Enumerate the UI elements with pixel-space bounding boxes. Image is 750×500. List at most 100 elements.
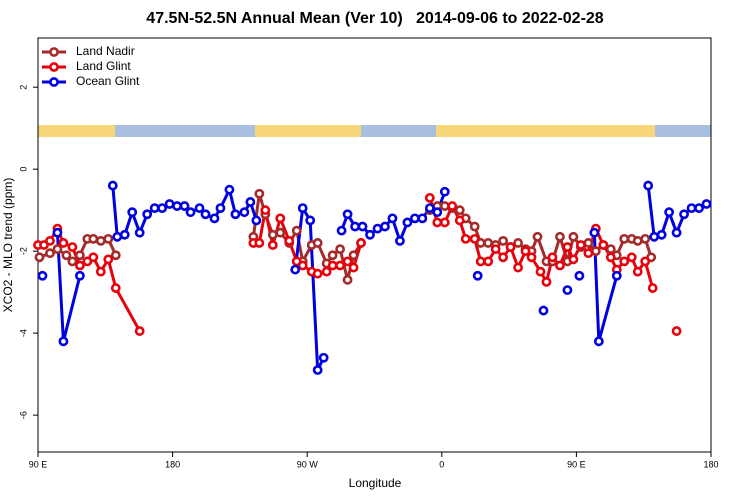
data-point [424, 192, 435, 203]
y-tick-label: 0 [18, 167, 28, 172]
data-point [532, 231, 543, 242]
data-point [149, 203, 160, 214]
data-point [275, 227, 286, 238]
data-point [95, 236, 106, 246]
data-point [513, 238, 523, 248]
data-point [417, 213, 428, 224]
data-point [568, 254, 579, 265]
data-point [593, 336, 604, 347]
data-point [632, 266, 643, 277]
data-point [475, 256, 486, 267]
data-point [454, 215, 465, 226]
data-point [432, 217, 443, 228]
data-point [432, 207, 443, 218]
data-point [267, 240, 278, 250]
data-point [605, 252, 616, 263]
data-point [95, 266, 106, 277]
data-point [424, 203, 435, 214]
data-point [520, 246, 531, 257]
data-point [574, 270, 585, 281]
y-axis-label: XCO2 - MLO trend (ppm) [1, 178, 15, 313]
data-point [686, 203, 697, 214]
data-point [327, 250, 338, 261]
data-point [134, 227, 145, 238]
data-point [590, 246, 601, 257]
x-tick-label: 180 [165, 459, 180, 469]
data-point [498, 236, 509, 246]
land-ocean-strip [38, 125, 711, 137]
data-point [327, 260, 338, 271]
data-point [632, 236, 643, 246]
data-point [568, 231, 579, 242]
data-point [701, 199, 712, 209]
data-point [555, 260, 565, 271]
data-point [555, 231, 565, 242]
y-tick-label: -6 [18, 411, 28, 419]
data-point [335, 260, 346, 271]
data-point [254, 188, 265, 199]
data-point [483, 238, 494, 248]
data-point [275, 213, 286, 224]
data-point [649, 231, 660, 242]
data-point [194, 203, 205, 214]
data-point [611, 270, 622, 281]
data-point [58, 238, 69, 248]
data-point [45, 236, 55, 246]
legend-marker [49, 77, 59, 87]
data-point [643, 180, 654, 191]
data-point [52, 227, 63, 238]
data-point [45, 248, 55, 259]
data-point [251, 215, 262, 226]
data-point [460, 233, 471, 244]
data-point [61, 250, 72, 261]
data-point [209, 213, 220, 224]
data-point [483, 256, 494, 267]
data-point [575, 240, 586, 250]
data-point [348, 262, 359, 273]
data-point [541, 276, 552, 287]
x-tick-label: 90 W [297, 459, 319, 469]
data-point [583, 238, 594, 248]
data-point [107, 180, 118, 191]
data-point [640, 233, 651, 244]
data-point [119, 229, 130, 240]
data-point [679, 209, 689, 220]
data-point [454, 205, 465, 216]
data-point [67, 256, 78, 267]
data-point [626, 252, 637, 263]
legend-label: Ocean Glint [76, 74, 140, 88]
data-point [342, 256, 353, 267]
data-point [336, 225, 347, 236]
data-point [472, 270, 483, 281]
data-point [267, 229, 278, 240]
x-tick-label: 90 E [29, 459, 48, 469]
data-point [357, 221, 368, 232]
data-point [562, 285, 573, 295]
data-point [260, 205, 271, 216]
data-point [439, 217, 450, 228]
data-point [127, 207, 138, 218]
data-point [694, 203, 704, 214]
data-point [664, 207, 675, 218]
data-point [200, 209, 211, 220]
data-point [172, 201, 182, 211]
data-point [605, 244, 616, 254]
data-point [179, 201, 190, 211]
data-point [67, 242, 78, 252]
data-point [88, 233, 99, 244]
data-point [305, 215, 316, 226]
data-point [110, 250, 121, 261]
data-point [297, 260, 308, 271]
data-point [318, 352, 329, 363]
data-point [103, 233, 114, 244]
legend-marker [49, 62, 59, 72]
data-point [380, 221, 390, 232]
x-axis-label: Longitude [349, 476, 402, 490]
data-point [513, 262, 523, 273]
data-point [526, 252, 537, 263]
ocean-band [115, 125, 255, 137]
data-point [583, 248, 594, 259]
data-point [447, 201, 458, 211]
data-point [395, 236, 405, 246]
